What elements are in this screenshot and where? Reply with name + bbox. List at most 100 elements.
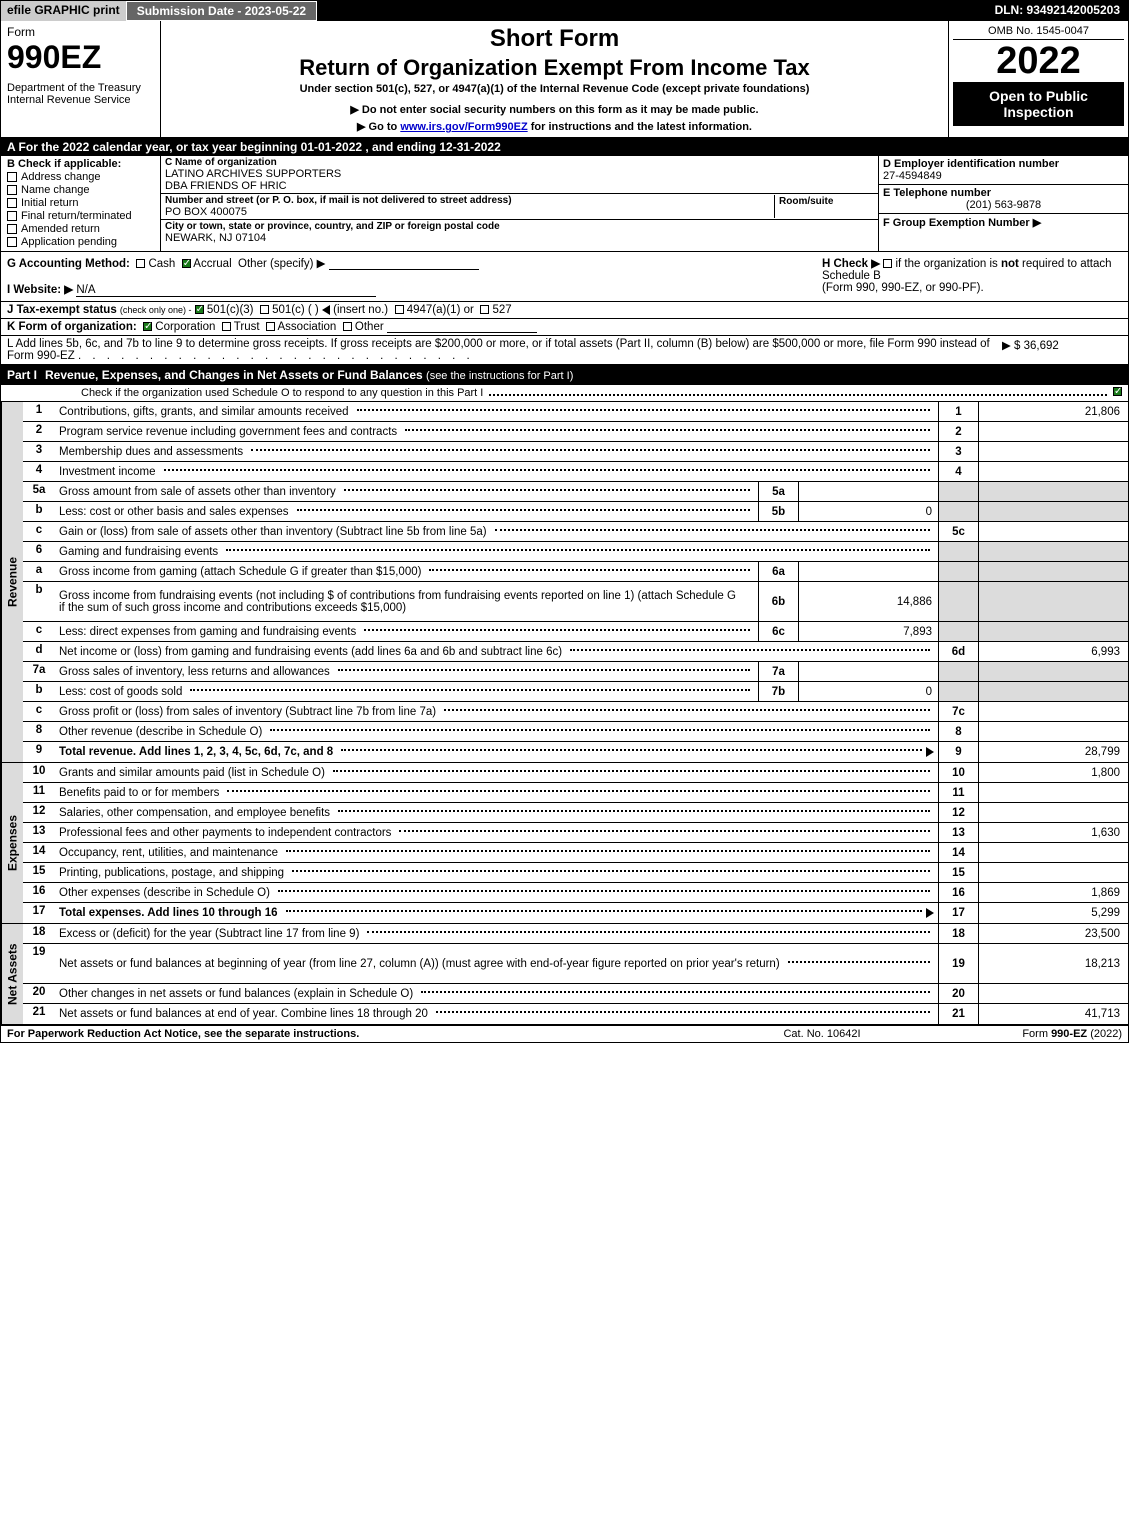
line-10: 10Grants and similar amounts paid (list …: [23, 763, 1128, 783]
part-1-header: Part I Revenue, Expenses, and Changes in…: [1, 365, 1128, 385]
netassets-tab: Net Assets: [1, 924, 23, 1024]
line-number: c: [23, 622, 55, 641]
line-description: Less: cost of goods sold: [55, 682, 758, 701]
line-description: Gross profit or (loss) from sales of inv…: [55, 702, 938, 721]
line-b: bLess: cost of goods sold7b0: [23, 682, 1128, 702]
irs-link[interactable]: www.irs.gov/Form990EZ: [400, 121, 527, 133]
line-ref: [938, 582, 978, 621]
header-center: Short Form Return of Organization Exempt…: [161, 21, 948, 137]
line-5a: 5aGross amount from sale of assets other…: [23, 482, 1128, 502]
line-b: bLess: cost or other basis and sales exp…: [23, 502, 1128, 522]
line-number: a: [23, 562, 55, 581]
cb-address-change[interactable]: Address change: [7, 171, 154, 183]
sub-line-ref: 6a: [758, 562, 798, 581]
line-number: 9: [23, 742, 55, 762]
cb-4947[interactable]: [395, 305, 404, 314]
netassets-section: Net Assets 18Excess or (deficit) for the…: [1, 924, 1128, 1026]
line-amount: 1,630: [978, 823, 1128, 842]
line-7a: 7aGross sales of inventory, less returns…: [23, 662, 1128, 682]
line-amount: [978, 542, 1128, 561]
top-bar: efile GRAPHIC print Submission Date - 20…: [1, 1, 1128, 21]
cb-initial-return[interactable]: Initial return: [7, 197, 154, 209]
checkbox-icon: [7, 172, 17, 182]
line-ref: 10: [938, 763, 978, 782]
sub-line-ref: 6c: [758, 622, 798, 641]
line-16: 16Other expenses (describe in Schedule O…: [23, 883, 1128, 903]
line-amount: 28,799: [978, 742, 1128, 762]
sub3-post: for instructions and the latest informat…: [528, 121, 752, 133]
line-13: 13Professional fees and other payments t…: [23, 823, 1128, 843]
line-amount: [978, 662, 1128, 681]
line-number: 19: [23, 944, 55, 983]
cb-trust[interactable]: [222, 322, 231, 331]
line-ref: 1: [938, 402, 978, 421]
line-number: 14: [23, 843, 55, 862]
line-amount: [978, 522, 1128, 541]
row-g: G Accounting Method: Cash Accrual Other …: [7, 256, 822, 297]
line-number: 12: [23, 803, 55, 822]
cb-cash[interactable]: [136, 259, 145, 268]
footer-mid: Cat. No. 10642I: [722, 1028, 922, 1040]
line-description: Investment income: [55, 462, 938, 481]
topbar-spacer: [317, 1, 986, 21]
cb-amended-return[interactable]: Amended return: [7, 223, 154, 235]
l-amount: ▶ $ 36,692: [1002, 338, 1122, 362]
cb-sched-o[interactable]: [1113, 387, 1122, 396]
line-ref: [938, 562, 978, 581]
line-ref: 4: [938, 462, 978, 481]
h-rest2: (Form 990, 990-EZ, or 990-PF).: [822, 282, 984, 294]
line-description: Program service revenue including govern…: [55, 422, 938, 441]
line-description: Contributions, gifts, grants, and simila…: [55, 402, 938, 421]
line-12: 12Salaries, other compensation, and empl…: [23, 803, 1128, 823]
line-number: 10: [23, 763, 55, 782]
line-description: Gain or (loss) from sale of assets other…: [55, 522, 938, 541]
line-d: dNet income or (loss) from gaming and fu…: [23, 642, 1128, 662]
cb-corporation[interactable]: [143, 322, 152, 331]
line-ref: 19: [938, 944, 978, 983]
sub-note-3: ▶ Go to www.irs.gov/Form990EZ for instru…: [167, 120, 942, 133]
line-ref: 9: [938, 742, 978, 762]
cb-accrual[interactable]: [182, 259, 191, 268]
name-label: C Name of organization: [165, 157, 874, 168]
line-description: Excess or (deficit) for the year (Subtra…: [55, 924, 938, 943]
line-c: cGross profit or (loss) from sales of in…: [23, 702, 1128, 722]
cb-501c3[interactable]: [195, 305, 204, 314]
line-amount: [978, 502, 1128, 521]
line-amount: [978, 582, 1128, 621]
row-k-form-org: K Form of organization: Corporation Trus…: [1, 319, 1128, 336]
line-amount: [978, 843, 1128, 862]
line-amount: [978, 803, 1128, 822]
line-description: Less: cost or other basis and sales expe…: [55, 502, 758, 521]
j-sub: (check only one) -: [120, 305, 192, 315]
cb-sched-b-not-required[interactable]: [883, 259, 892, 268]
i-label: I Website: ▶: [7, 284, 73, 296]
line-amount: [978, 783, 1128, 802]
line-number: b: [23, 502, 55, 521]
group-exemption-row: F Group Exemption Number ▶: [879, 214, 1128, 251]
form-header: Form 990EZ Department of the Treasury In…: [1, 21, 1128, 138]
line-number: c: [23, 702, 55, 721]
col-b-checkboxes: B Check if applicable: Address change Na…: [1, 156, 161, 251]
line-number: 15: [23, 863, 55, 882]
line-description: Total revenue. Add lines 1, 2, 3, 4, 5c,…: [55, 742, 938, 762]
street-label: Number and street (or P. O. box, if mail…: [165, 195, 774, 206]
sub-line-value: [798, 482, 938, 501]
line-description: Salaries, other compensation, and employ…: [55, 803, 938, 822]
cb-name-change[interactable]: Name change: [7, 184, 154, 196]
other-org-blank[interactable]: [387, 321, 537, 333]
cb-other-org[interactable]: [343, 322, 352, 331]
arrow-right-icon: [926, 908, 934, 918]
line-number: 7a: [23, 662, 55, 681]
website-value: N/A: [76, 284, 376, 297]
city-label: City or town, state or province, country…: [165, 221, 874, 232]
cb-501c[interactable]: [260, 305, 269, 314]
cb-final-return[interactable]: Final return/terminated: [7, 210, 154, 222]
line-ref: 5c: [938, 522, 978, 541]
line-number: 1: [23, 402, 55, 421]
other-specify-blank[interactable]: [329, 258, 479, 270]
cb-527[interactable]: [480, 305, 489, 314]
group-exemption-label: F Group Exemption Number ▶: [883, 216, 1124, 229]
cb-association[interactable]: [266, 322, 275, 331]
revenue-section: Revenue 1Contributions, gifts, grants, a…: [1, 402, 1128, 763]
cb-application-pending[interactable]: Application pending: [7, 236, 154, 248]
